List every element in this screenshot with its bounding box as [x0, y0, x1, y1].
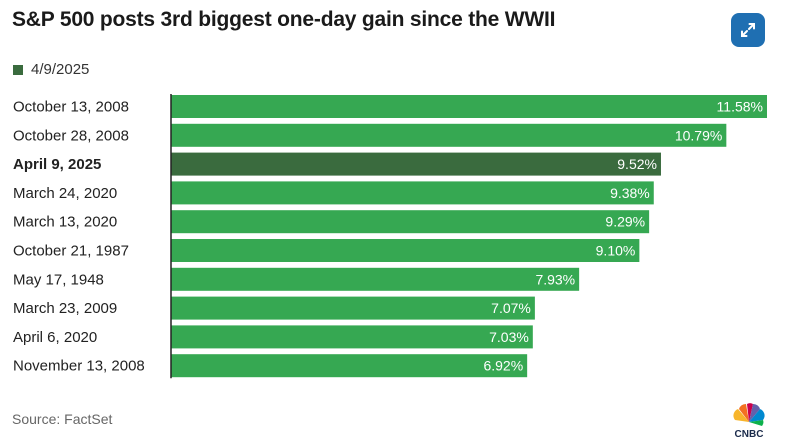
category-label: March 23, 2009	[13, 300, 117, 317]
bar-value-label: 9.52%	[617, 156, 657, 172]
category-label: April 6, 2020	[13, 329, 97, 346]
bar-value-label: 9.38%	[610, 185, 650, 201]
bar	[171, 239, 640, 262]
bar-value-label: 7.03%	[489, 329, 529, 345]
bar	[171, 325, 533, 349]
category-label: October 28, 2008	[13, 127, 129, 144]
legend: 4/9/2025	[13, 61, 89, 78]
bar-value-label: 10.79%	[675, 127, 722, 143]
expand-button[interactable]	[731, 13, 765, 47]
bar	[171, 181, 654, 205]
bar-value-label: 9.10%	[596, 243, 636, 259]
category-label: April 9, 2025	[13, 156, 101, 173]
cnbc-peacock-logo: CNBC	[733, 403, 765, 440]
bar	[171, 267, 580, 291]
bar	[171, 296, 535, 320]
bar-value-label: 6.92%	[483, 358, 523, 374]
category-label: October 13, 2008	[13, 99, 129, 116]
bar	[171, 210, 650, 234]
expand-arrows-icon	[741, 23, 755, 37]
bar	[171, 123, 727, 147]
category-label: May 17, 1948	[13, 271, 104, 288]
bar	[171, 354, 528, 378]
bar-value-label: 9.29%	[605, 214, 645, 230]
bar-value-label: 11.58%	[717, 99, 763, 115]
category-label: March 24, 2020	[13, 185, 117, 202]
cnbc-logo: CNBC	[727, 398, 771, 440]
bar	[171, 95, 767, 118]
legend-swatch	[13, 64, 23, 75]
chart-title: S&P 500 posts 3rd biggest one-day gain s…	[12, 8, 556, 31]
bar-value-label: 7.07%	[491, 300, 531, 316]
source-note: Source: FactSet	[12, 411, 113, 427]
category-label: November 13, 2008	[13, 358, 145, 375]
category-label: March 13, 2020	[13, 214, 117, 231]
bar	[171, 152, 661, 176]
bar-value-label: 7.93%	[535, 271, 575, 287]
category-label: October 21, 1987	[13, 243, 129, 260]
legend-label: 4/9/2025	[31, 61, 90, 78]
logo-text: CNBC	[735, 429, 764, 438]
